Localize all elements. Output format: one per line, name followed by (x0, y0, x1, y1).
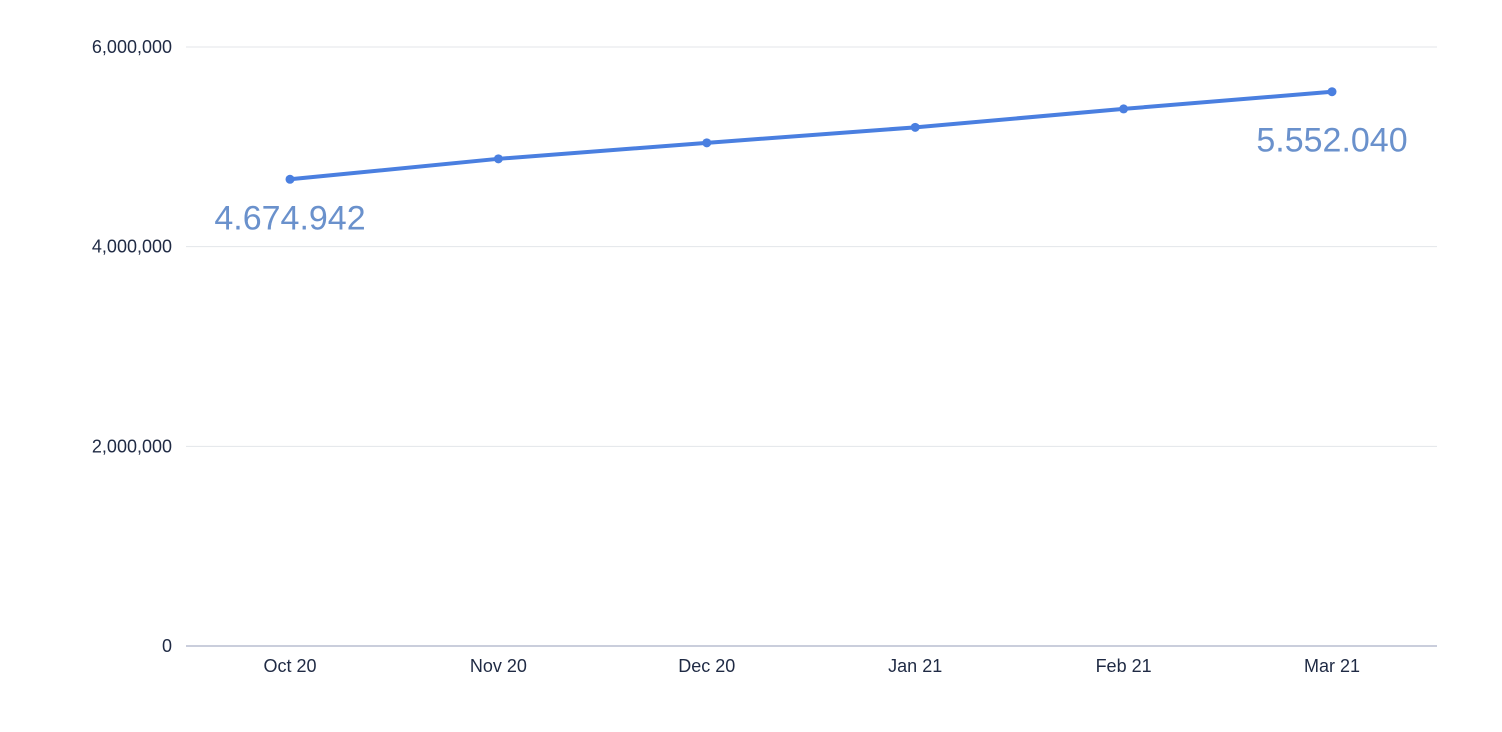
x-tick-label: Oct 20 (263, 656, 316, 676)
data-point (1119, 104, 1129, 114)
data-point (493, 154, 503, 164)
x-tick-label: Nov 20 (470, 656, 527, 676)
data-point (702, 138, 712, 148)
x-axis: Oct 20 Nov 20 Dec 20 Jan 21 Feb 21 Mar 21 (186, 645, 1437, 676)
data-point (1327, 87, 1337, 97)
x-tick-label: Mar 21 (1304, 656, 1360, 676)
y-tick-label: 0 (162, 636, 172, 656)
data-label: 4.674.942 (214, 199, 365, 237)
x-tick-label: Feb 21 (1096, 656, 1152, 676)
data-label: 5.552.040 (1256, 122, 1407, 160)
y-tick-label: 6,000,000 (92, 37, 172, 57)
x-tick-label: Dec 20 (678, 656, 735, 676)
y-axis: 0 2,000,000 4,000,000 6,000,000 (92, 37, 172, 656)
series-line (288, 89, 1334, 182)
x-tick-label: Jan 21 (888, 656, 942, 676)
grid-lines (186, 46, 1437, 447)
data-point (910, 122, 920, 132)
y-tick-label: 4,000,000 (92, 237, 172, 257)
data-point (285, 174, 295, 184)
y-tick-label: 2,000,000 (92, 436, 172, 456)
series-layer (285, 87, 1337, 184)
data-labels: 4.674.942 5.552.040 (214, 122, 1407, 238)
